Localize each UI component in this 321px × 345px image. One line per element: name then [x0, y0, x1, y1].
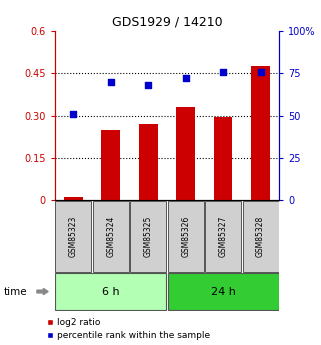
Point — [71, 111, 76, 117]
Legend: log2 ratio, percentile rank within the sample: log2 ratio, percentile rank within the s… — [46, 318, 210, 341]
Point — [183, 76, 188, 81]
FancyBboxPatch shape — [93, 201, 129, 272]
Bar — [251, 66, 270, 200]
Bar — [176, 107, 195, 200]
FancyBboxPatch shape — [168, 201, 204, 272]
Text: GSM85328: GSM85328 — [256, 216, 265, 257]
Bar — [64, 197, 83, 200]
Point — [258, 69, 263, 75]
FancyBboxPatch shape — [55, 273, 166, 310]
Point — [108, 79, 113, 85]
Text: GSM85325: GSM85325 — [144, 216, 153, 257]
Bar — [214, 117, 232, 200]
Title: GDS1929 / 14210: GDS1929 / 14210 — [112, 16, 222, 29]
Text: GSM85324: GSM85324 — [106, 216, 115, 257]
Text: GSM85323: GSM85323 — [69, 216, 78, 257]
Text: GSM85327: GSM85327 — [219, 216, 228, 257]
FancyBboxPatch shape — [168, 273, 279, 310]
Bar — [139, 124, 158, 200]
Point — [221, 69, 226, 75]
FancyBboxPatch shape — [55, 201, 91, 272]
FancyBboxPatch shape — [243, 201, 279, 272]
Text: 6 h: 6 h — [102, 287, 119, 296]
Text: GSM85326: GSM85326 — [181, 216, 190, 257]
Text: time: time — [3, 287, 27, 296]
Point — [146, 82, 151, 88]
FancyBboxPatch shape — [205, 201, 241, 272]
Bar — [101, 130, 120, 200]
FancyBboxPatch shape — [130, 201, 166, 272]
Text: 24 h: 24 h — [211, 287, 236, 296]
